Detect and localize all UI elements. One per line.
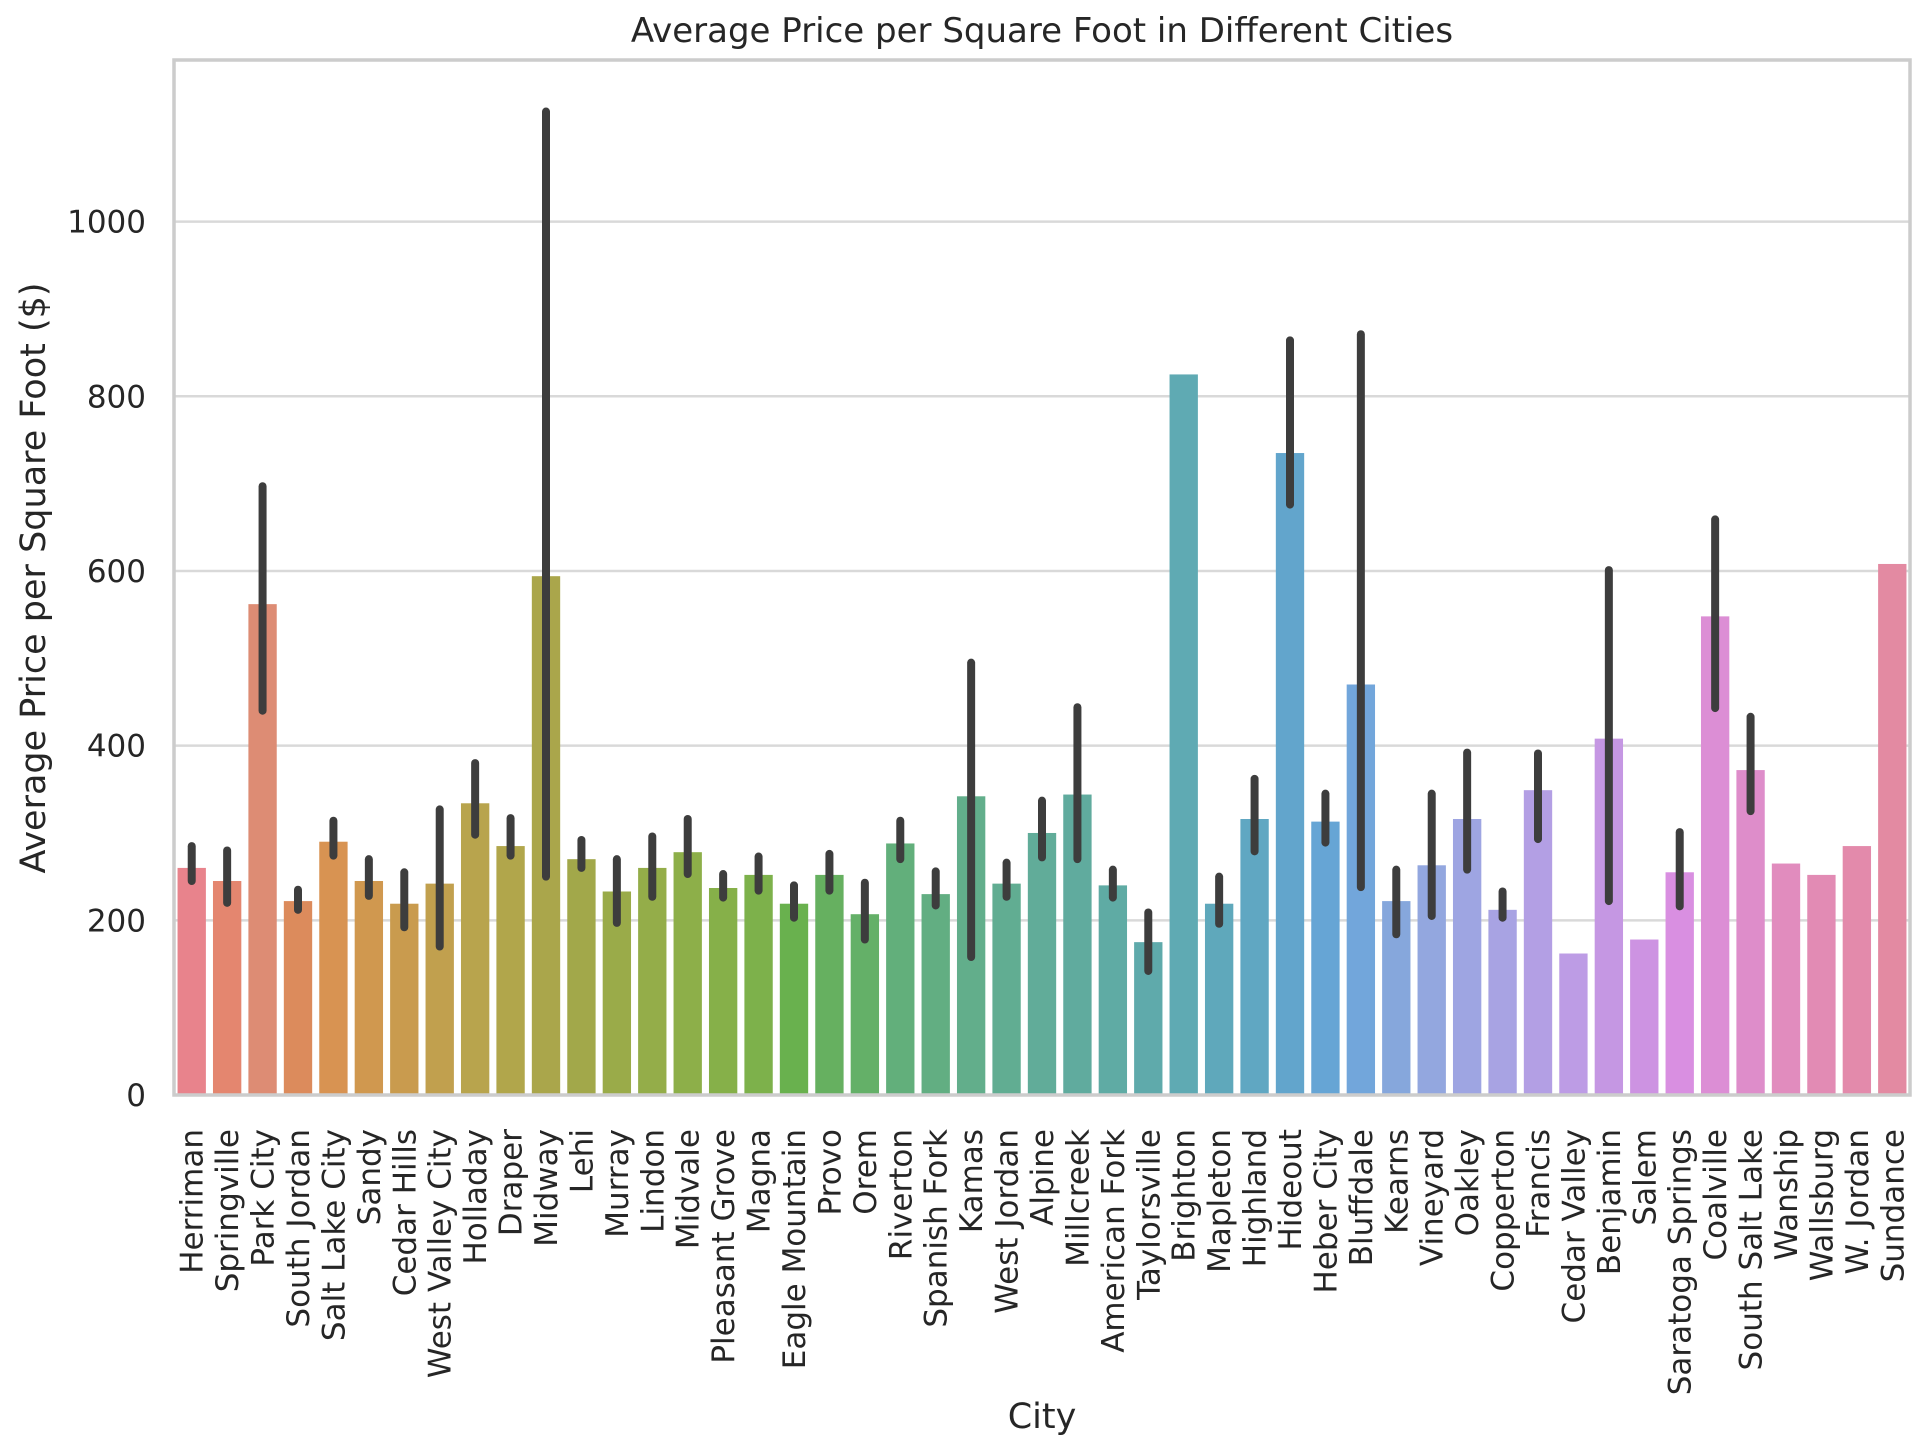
x-tick-label: Eagle Mountain: [777, 1129, 813, 1369]
x-tick-label: Kamas: [954, 1129, 990, 1233]
x-tick-label: Spanish Fork: [919, 1129, 955, 1328]
bar: [1736, 770, 1765, 1095]
x-tick-label: Brighton: [1167, 1129, 1203, 1262]
x-tick-label: Sundance: [1875, 1129, 1911, 1282]
bar: [390, 903, 419, 1095]
x-tick-label: Midway: [529, 1129, 565, 1247]
x-tick-label: Saratoga Springs: [1663, 1129, 1699, 1395]
y-tick-label: 600: [87, 554, 146, 590]
x-tick-label: Pleasant Grove: [706, 1129, 742, 1364]
bar: [921, 894, 950, 1095]
bar: [815, 874, 844, 1095]
bar: [1488, 909, 1517, 1095]
x-tick-label: South Salt Lake: [1734, 1129, 1770, 1370]
x-tick-label: Kearns: [1379, 1129, 1415, 1234]
bar: [567, 859, 596, 1095]
x-tick-label: Lehi: [564, 1129, 600, 1193]
x-tick-label: W. Jordan: [1840, 1129, 1876, 1274]
x-tick-label: Mapleton: [1202, 1129, 1238, 1273]
x-tick-label: Oakley: [1450, 1129, 1486, 1236]
bar: [354, 881, 384, 1095]
bar: [177, 867, 206, 1095]
x-tick-label: Riverton: [883, 1129, 919, 1260]
x-tick-label: Provo: [812, 1129, 848, 1216]
bar: [283, 901, 313, 1095]
x-tick-label: Alpine: [1025, 1129, 1061, 1226]
x-tick-label: Salem: [1627, 1129, 1663, 1226]
bar: [1559, 953, 1588, 1095]
x-tick-label: Park City: [246, 1129, 282, 1267]
x-tick-label: Vineyard: [1415, 1129, 1451, 1266]
bar: [1807, 874, 1836, 1095]
bar: [992, 883, 1021, 1095]
bar: [1169, 374, 1198, 1095]
x-tick-label: American Fork: [1096, 1129, 1132, 1353]
y-tick-labels: 0 200 400 600 800 1000: [67, 205, 146, 1114]
error-bars: [187, 107, 1755, 975]
y-tick-label: 0: [126, 1078, 146, 1114]
bar: [1275, 453, 1305, 1095]
bar: [850, 914, 880, 1095]
y-axis-label: Average Price per Square Foot ($): [14, 282, 54, 873]
bar: [779, 903, 809, 1095]
x-tick-label: Coalville: [1698, 1129, 1734, 1260]
bar: [1098, 885, 1128, 1095]
x-tick-label: Midvale: [671, 1129, 707, 1249]
x-tick-label: Highland: [1238, 1129, 1274, 1267]
x-tick-label: Wallsburg: [1804, 1129, 1840, 1281]
x-tick-label: Hideout: [1273, 1129, 1309, 1250]
x-tick-label: Herriman: [175, 1129, 211, 1274]
x-tick-labels: Herriman Springville Park City South Jordan…: [175, 1129, 1912, 1396]
x-tick-label: Magna: [742, 1129, 778, 1233]
bar: [1240, 819, 1269, 1095]
x-tick-label: Cedar Hills: [387, 1129, 423, 1296]
x-axis-label: City: [1008, 1397, 1077, 1437]
bar: [638, 867, 667, 1095]
bar: [1204, 903, 1234, 1095]
bar: [1027, 832, 1057, 1095]
bar: [1878, 563, 1907, 1095]
bar: [886, 843, 915, 1095]
x-tick-label: Heber City: [1308, 1129, 1344, 1294]
bar: [744, 874, 773, 1095]
y-tick-label: 1000: [67, 205, 146, 241]
x-tick-label: Cedar Valley: [1556, 1129, 1592, 1323]
bars: [177, 374, 1907, 1095]
x-tick-label: Sandy: [352, 1129, 388, 1225]
x-tick-label: Bluffdale: [1344, 1129, 1380, 1266]
x-tick-label: West Jordan: [990, 1129, 1026, 1314]
bar: [1771, 863, 1801, 1095]
bar: [460, 803, 490, 1095]
x-tick-label: Taylorsville: [1131, 1129, 1167, 1301]
x-tick-label: Draper: [494, 1129, 530, 1236]
bar: [319, 841, 348, 1095]
bar: [1842, 846, 1872, 1095]
x-tick-label: Orem: [848, 1129, 884, 1215]
y-tick-label: 200: [87, 903, 146, 939]
x-tick-label: Wanship: [1769, 1129, 1805, 1260]
bar: [708, 888, 738, 1095]
y-tick-label: 400: [87, 729, 146, 765]
chart-title: Average Price per Square Foot in Differe…: [631, 11, 1453, 51]
x-tick-label: Copperton: [1486, 1129, 1522, 1292]
bar: [1630, 939, 1659, 1095]
bar: [212, 881, 242, 1095]
x-tick-label: South Jordan: [281, 1129, 317, 1328]
bar: [673, 852, 702, 1095]
bar: [1311, 821, 1340, 1095]
x-tick-label: Lindon: [635, 1129, 671, 1233]
x-tick-label: Holladay: [458, 1129, 494, 1265]
x-tick-label: West Valley City: [423, 1129, 459, 1378]
y-tick-label: 800: [87, 379, 146, 415]
x-tick-label: Millcreek: [1060, 1129, 1096, 1267]
x-tick-label: Murray: [600, 1129, 636, 1238]
x-tick-label: Springville: [210, 1129, 246, 1292]
x-tick-label: Francis: [1521, 1129, 1557, 1238]
x-tick-label: Benjamin: [1592, 1129, 1628, 1275]
plot-frame: [172, 58, 1912, 1097]
x-tick-label: Salt Lake City: [316, 1129, 352, 1341]
bar: [496, 846, 525, 1095]
